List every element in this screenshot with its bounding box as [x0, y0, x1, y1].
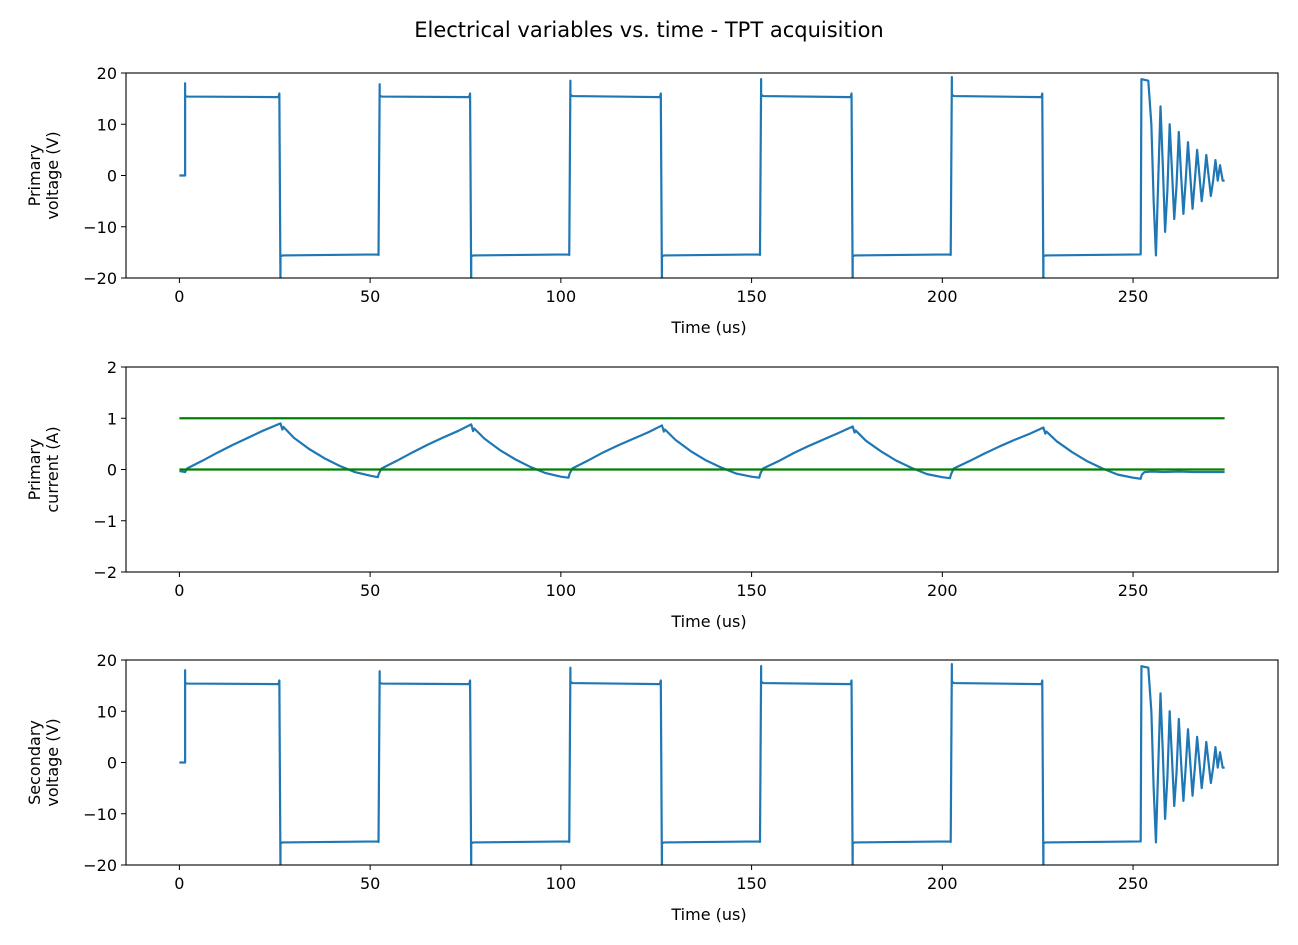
secondary-voltage-xtick-label: 50: [360, 874, 380, 893]
secondary-voltage-xtick-label: 100: [546, 874, 577, 893]
primary-current-ylabel-line: Primary: [25, 439, 44, 501]
primary-voltage-ytick-label: 10: [97, 115, 117, 134]
secondary-voltage-ytick-label: 0: [107, 754, 117, 773]
primary-current-ytick-label: −1: [93, 512, 117, 531]
primary-voltage-xtick-label: 100: [546, 287, 577, 306]
secondary-voltage-ylabel-line: voltage (V): [43, 718, 62, 806]
primary-voltage-ytick-label: −20: [83, 269, 117, 288]
primary-current-xtick-label: 0: [174, 581, 184, 600]
primary-current-ylabel: Primarycurrent (A): [25, 426, 62, 512]
primary-voltage-ylabel-line: Primary: [25, 145, 44, 207]
primary-current-series-0: [179, 422, 1225, 480]
secondary-voltage-series-0: [179, 662, 1225, 865]
primary-voltage-xtick-label: 0: [174, 287, 184, 306]
primary-voltage-axes: 0 50 100 150 200 250 −20 −10 0 10 20 Time (us) Prima…: [25, 64, 1279, 337]
primary-current-xtick-label: 250: [1118, 581, 1149, 600]
secondary-voltage-xtick-label: 250: [1118, 874, 1149, 893]
primary-voltage-ylabel-line: voltage (V): [43, 131, 62, 219]
primary-voltage-series-group: [179, 75, 1225, 278]
primary-voltage-ytick-label: −10: [83, 218, 117, 237]
primary-current-xlabel: Time (us): [670, 612, 746, 631]
primary-voltage-ytick-label: 20: [97, 64, 117, 83]
secondary-voltage-xtick-label: 0: [174, 874, 184, 893]
figure-title: Electrical variables vs. time - TPT acqu…: [414, 18, 884, 42]
primary-voltage-xlabel: Time (us): [670, 318, 746, 337]
secondary-voltage-xtick-label: 200: [927, 874, 958, 893]
primary-voltage-xtick-label: 150: [736, 287, 767, 306]
primary-current-xtick-label: 100: [546, 581, 577, 600]
primary-voltage-xtick-label: 50: [360, 287, 380, 306]
primary-current-series-group: [179, 417, 1225, 480]
primary-voltage-xtick-label: 250: [1118, 287, 1149, 306]
primary-current-xtick-label: 50: [360, 581, 380, 600]
primary-current-ytick-label: −2: [93, 563, 117, 582]
primary-voltage-ylabel: Primaryvoltage (V): [25, 131, 62, 219]
secondary-voltage-ylabel-line: Secondary: [25, 720, 44, 805]
primary-current-ytick-label: 1: [107, 409, 117, 428]
primary-current-ylabel-line: current (A): [43, 426, 62, 512]
secondary-voltage-ytick-label: −10: [83, 805, 117, 824]
primary-current-xtick-label: 200: [927, 581, 958, 600]
secondary-voltage-series-group: [179, 662, 1225, 865]
primary-current-ytick-label: 2: [107, 358, 117, 377]
primary-current-axes: 0 50 100 150 200 250 −2 −1 0 1 2 Time (us) Primarycu…: [25, 358, 1279, 631]
secondary-voltage-ytick-label: −20: [83, 856, 117, 875]
secondary-voltage-xlabel: Time (us): [670, 905, 746, 924]
secondary-voltage-xtick-label: 150: [736, 874, 767, 893]
primary-voltage-ytick-label: 0: [107, 167, 117, 186]
secondary-voltage-axes: 0 50 100 150 200 250 −20 −10 0 10 20 Time (us) Secon…: [25, 651, 1279, 924]
primary-voltage-series-0: [179, 75, 1225, 278]
primary-voltage-xtick-label: 200: [927, 287, 958, 306]
secondary-voltage-ylabel: Secondaryvoltage (V): [25, 718, 62, 806]
primary-current-ytick-label: 0: [107, 461, 117, 480]
secondary-voltage-ytick-label: 10: [97, 702, 117, 721]
primary-current-xtick-label: 150: [736, 581, 767, 600]
secondary-voltage-ytick-label: 20: [97, 651, 117, 670]
